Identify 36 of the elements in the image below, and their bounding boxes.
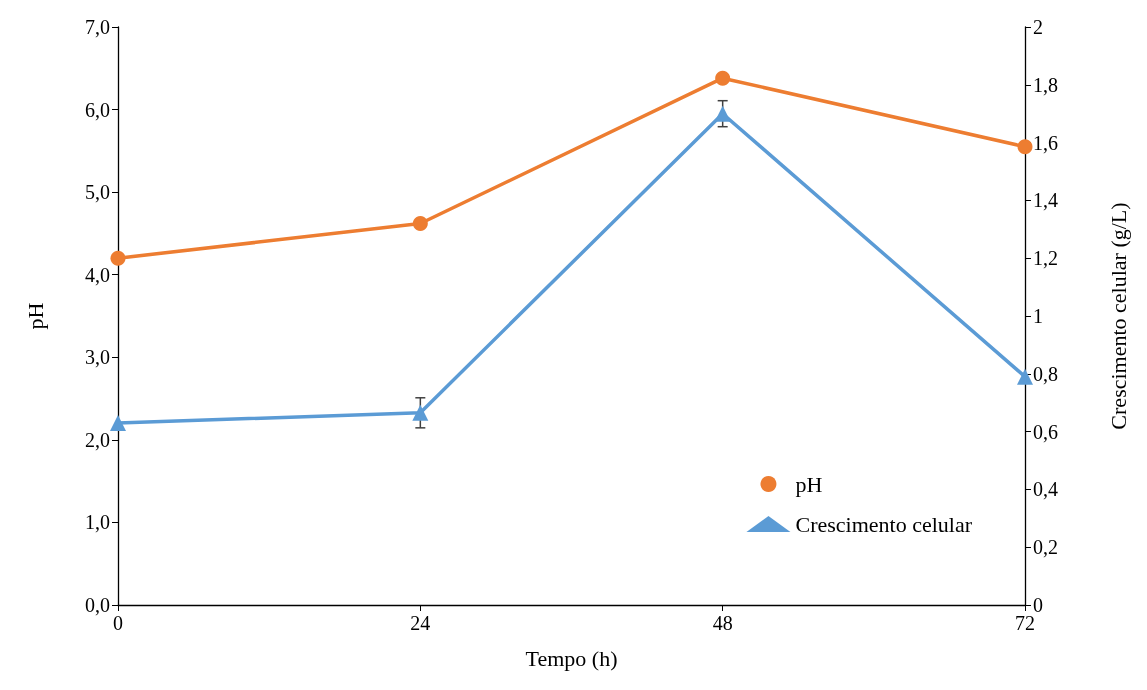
y-tick-label: 0,0 bbox=[85, 594, 110, 616]
y2-tick-label: 1,8 bbox=[1033, 73, 1058, 96]
x-tick-label: 72 bbox=[1015, 612, 1035, 634]
y2-tick-label: 0,4 bbox=[1033, 478, 1058, 501]
y-tick-label: 5,0 bbox=[85, 181, 110, 204]
y2-tick-label: 1,2 bbox=[1033, 247, 1058, 270]
point bbox=[1017, 139, 1033, 155]
point bbox=[1017, 368, 1033, 385]
y2-tick-label: 0,6 bbox=[1033, 420, 1058, 443]
x-tick-label: 24 bbox=[410, 612, 431, 634]
point bbox=[714, 105, 731, 122]
x-axis-title: Tempo (h) bbox=[525, 645, 618, 671]
y2-tick-label: 2 bbox=[1033, 16, 1043, 38]
y2-tick-label: 0,2 bbox=[1033, 536, 1058, 559]
y2-tick-label: 0 bbox=[1033, 594, 1043, 616]
y-tick-label: 2,0 bbox=[85, 428, 110, 451]
legend-label: Crescimento celular bbox=[795, 511, 973, 537]
y2-tick-label: 1,4 bbox=[1033, 189, 1058, 212]
y-tick-label: 4,0 bbox=[85, 263, 110, 286]
point bbox=[412, 216, 428, 232]
point bbox=[110, 414, 126, 431]
y-tick-label: 6,0 bbox=[85, 98, 110, 121]
point bbox=[412, 404, 429, 421]
y2-axis-title: Crescimento celular (g/L) bbox=[1105, 202, 1131, 430]
y-tick-label: 1,0 bbox=[85, 511, 110, 534]
y-tick-label: 7,0 bbox=[85, 16, 110, 38]
point bbox=[715, 70, 731, 86]
y-tick-label: 3,0 bbox=[85, 346, 110, 369]
point bbox=[110, 250, 126, 266]
x-tick-label: 0 bbox=[113, 612, 123, 634]
y2-tick-label: 1,6 bbox=[1033, 131, 1058, 154]
legend-label: pH bbox=[795, 471, 823, 497]
y2-tick-label: 1 bbox=[1033, 305, 1043, 327]
y2-tick-label: 0,8 bbox=[1033, 362, 1058, 385]
x-tick-label: 48 bbox=[712, 612, 733, 634]
y-axis-title: pH bbox=[22, 302, 48, 330]
